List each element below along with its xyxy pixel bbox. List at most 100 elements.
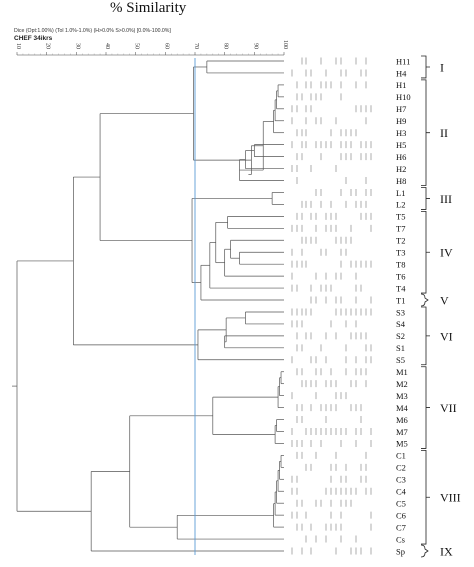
group-label: IV [440, 246, 453, 260]
isolate-label: T6 [396, 271, 405, 281]
isolate-label: L2 [396, 200, 405, 210]
group-label: VI [440, 329, 453, 343]
isolate-label: M1 [396, 367, 408, 377]
isolate-label: C3 [396, 475, 406, 485]
gel-lane [296, 404, 362, 412]
group-bracket [421, 366, 430, 449]
gel-lane [296, 212, 372, 220]
gel-lane [305, 463, 367, 471]
isolate-label: H3 [396, 128, 406, 138]
scale-tick-label: 50 [134, 43, 140, 49]
isolate-label: H4 [396, 68, 407, 78]
isolate-label: H8 [396, 176, 406, 186]
gel-label: CHEF 34ikrs [14, 35, 53, 42]
analysis-settings: Dice (Opt:1.00%) (Tol 1.0%-1.0%) (H>0.0%… [14, 28, 171, 34]
gel-lane [310, 296, 372, 304]
gel-lane [296, 523, 372, 531]
gel-lane [296, 93, 342, 101]
gel-lane [315, 188, 372, 196]
gel-lane [291, 260, 372, 268]
group-label: VIII [440, 491, 461, 505]
gel-lane [291, 165, 337, 173]
isolate-label: M5 [396, 439, 408, 449]
scale-tick-label: 20 [45, 43, 51, 49]
gel-lane [291, 320, 357, 328]
gel-lane [296, 129, 357, 137]
gel-lane [291, 487, 372, 495]
isolate-label: C6 [396, 510, 406, 520]
gel-lane [291, 284, 362, 292]
group-label: I [440, 60, 444, 74]
gel-lane [291, 105, 372, 113]
gel-lane [296, 416, 362, 424]
group-label: V [440, 294, 449, 308]
gel-lane [296, 344, 372, 352]
isolate-label: C4 [396, 487, 407, 497]
isolate-label: M2 [396, 379, 408, 389]
group-bracket [421, 306, 430, 366]
gel-lane [301, 57, 367, 65]
group-bracket [421, 187, 430, 210]
isolate-label: T4 [396, 283, 406, 293]
gel-lane [291, 141, 372, 149]
isolate-label: Sp [396, 546, 405, 556]
scale-tick-label: 100 [282, 40, 288, 49]
gel-lane [291, 308, 372, 316]
isolate-label: H10 [396, 92, 411, 102]
gel-lane [296, 153, 372, 161]
gel-lane [301, 236, 352, 244]
gel-lane [296, 177, 367, 185]
isolate-label: H1 [396, 80, 406, 90]
gel-lane [291, 511, 372, 519]
isolate-label: H2 [396, 164, 406, 174]
isolate-label: T8 [396, 259, 405, 269]
isolate-label: H6 [396, 152, 406, 162]
isolate-label: C1 [396, 451, 406, 461]
scale-tick-label: 10 [15, 43, 21, 49]
group-bracket [420, 293, 429, 307]
group-bracket [421, 55, 430, 79]
gel-lane [296, 368, 367, 376]
group-bracket [420, 544, 429, 558]
isolate-label: S3 [396, 307, 405, 317]
isolate-label: M6 [396, 415, 408, 425]
isolate-label: T1 [396, 295, 405, 305]
isolate-label: T7 [396, 224, 405, 234]
scale-tick-label: 40 [104, 43, 110, 49]
isolate-label: S2 [396, 331, 405, 341]
gel-lane [301, 200, 367, 208]
gel-lane [296, 332, 367, 340]
group-bracket [421, 210, 430, 294]
gel-lane [291, 224, 372, 232]
isolate-label: M7 [396, 427, 408, 437]
gel-lane [291, 547, 372, 555]
gel-lane [301, 380, 367, 388]
scale-tick-label: 30 [74, 43, 80, 49]
isolate-label: S4 [396, 319, 406, 329]
gel-lane [296, 499, 352, 507]
gel-lane [291, 475, 367, 483]
group-label: VII [440, 401, 457, 415]
group-label: III [440, 192, 452, 206]
gel-lane [291, 356, 372, 364]
gel-lane [291, 427, 372, 435]
gel-lane [291, 248, 347, 256]
isolate-label: L1 [396, 188, 405, 198]
gel-lane [291, 439, 372, 447]
isolate-label: M4 [396, 403, 409, 413]
gel-lane [296, 451, 367, 459]
group-label: II [440, 126, 448, 140]
isolate-label: C2 [396, 463, 406, 473]
figure-title: % Similarity [110, 0, 187, 16]
isolate-label: T2 [396, 236, 405, 246]
group-bracket [421, 79, 430, 186]
group-label: IX [440, 545, 453, 559]
isolate-label: H11 [396, 56, 410, 66]
gel-lane [291, 392, 347, 400]
isolate-label: S1 [396, 343, 405, 353]
gel-lane [305, 535, 357, 543]
gel-lane [296, 81, 367, 89]
gel-lane [291, 272, 357, 280]
isolate-label: Cs [396, 534, 405, 544]
